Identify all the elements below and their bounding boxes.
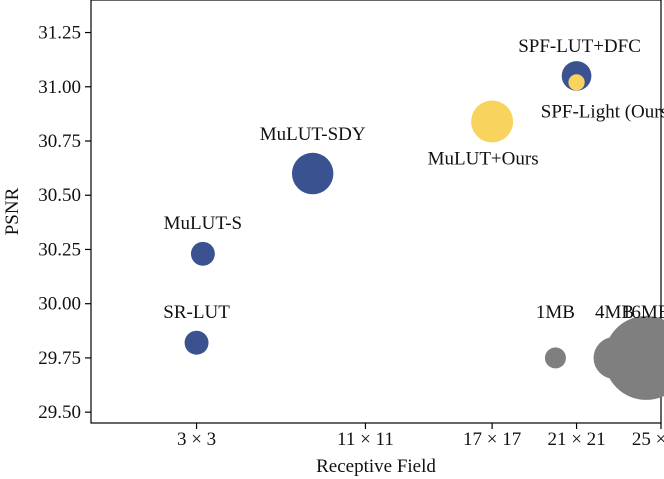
x-tick-label: 17 × 17 bbox=[463, 429, 521, 450]
label-sr-lut: SR-LUT bbox=[163, 302, 230, 323]
x-tick-label: 25 × 25 bbox=[632, 429, 664, 450]
label-mulut-ours: MuLUT+Ours bbox=[428, 148, 539, 169]
point-sr-lut bbox=[184, 330, 209, 355]
size-legend-label-1mb: 1MB bbox=[536, 302, 575, 323]
label-spf-lut-dfc: SPF-LUT+DFC bbox=[518, 36, 641, 57]
y-tick-label: 31.25 bbox=[38, 23, 81, 44]
y-tick-label: 30.00 bbox=[38, 294, 81, 315]
x-tick-label: 21 × 21 bbox=[547, 429, 605, 450]
data-points bbox=[184, 61, 592, 355]
x-tick-label: 11 × 11 bbox=[337, 429, 394, 450]
plot-frame bbox=[90, 0, 662, 424]
point-mulut-sdy bbox=[291, 152, 334, 195]
y-axis: 29.50 29.75 30.00 30.25 30.50 30.75 31.00 31.25 bbox=[38, 23, 91, 423]
size-legend-marker-1mb bbox=[544, 347, 566, 369]
y-tick-label: 30.75 bbox=[38, 131, 81, 152]
label-mulut-s: MuLUT-S bbox=[164, 213, 242, 234]
y-tick-label: 29.50 bbox=[38, 402, 81, 423]
size-legend: 1MB 4MB16MB bbox=[536, 302, 664, 400]
size-legend-label-4mb: 4MB bbox=[595, 302, 634, 323]
size-legend-label-16mb: 16MB bbox=[622, 302, 664, 323]
y-tick-label: 29.75 bbox=[38, 348, 81, 369]
label-mulut-sdy: MuLUT-SDY bbox=[260, 124, 366, 145]
x-axis-label: Receptive Field bbox=[316, 456, 436, 477]
y-axis-label: PSNR bbox=[2, 187, 23, 235]
point-spf-light-ours bbox=[568, 74, 585, 91]
point-mulut-ours bbox=[471, 100, 514, 143]
y-tick-label: 30.50 bbox=[38, 185, 81, 206]
point-mulut-s bbox=[190, 241, 215, 266]
point-labels: SR-LUT MuLUT-S MuLUT-SDY MuLUT+Ours SPF-LUT+… bbox=[163, 36, 664, 323]
y-tick-label: 30.25 bbox=[38, 239, 81, 260]
size-legend-marker-16mb bbox=[604, 315, 664, 400]
y-tick-label: 31.00 bbox=[38, 77, 81, 98]
x-axis: 3 × 3 11 × 11 17 × 17 21 × 21 25 × 25 bbox=[177, 423, 664, 450]
label-spf-light-ours: SPF-Light (Ours) bbox=[541, 102, 664, 123]
x-tick-label: 3 × 3 bbox=[177, 429, 216, 450]
